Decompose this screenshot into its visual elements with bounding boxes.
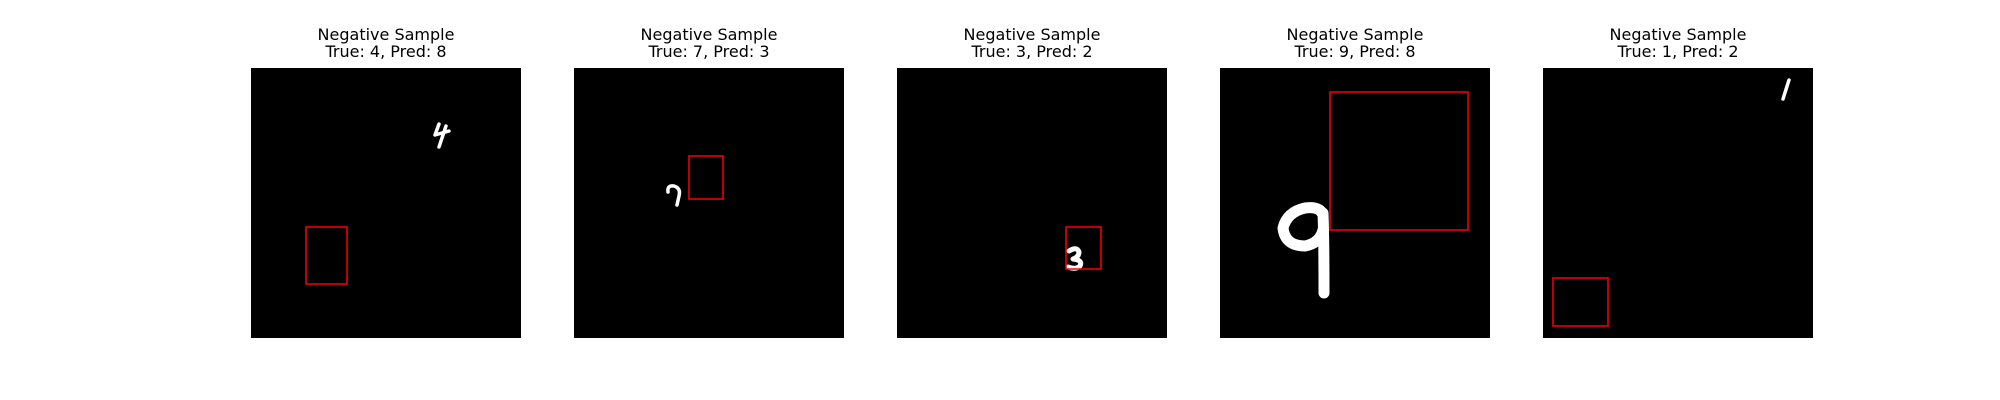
- panel-title-line: Negative Sample: [963, 25, 1101, 44]
- sample-image: [1543, 68, 1813, 338]
- detection-box: [1065, 226, 1102, 270]
- handwritten-9-icon: [1277, 202, 1330, 299]
- sample-image: [897, 68, 1167, 338]
- panel-title-line: Negative Sample: [1609, 25, 1747, 44]
- detection-box: [305, 226, 348, 285]
- sample-image: [251, 68, 521, 338]
- handwritten-3-icon: [1065, 246, 1084, 271]
- sample-panel-4: Negative Sample True: 9, Pred: 8: [1220, 26, 1490, 340]
- detection-box: [1329, 91, 1469, 231]
- handwritten-7-icon: [666, 184, 682, 207]
- panel-title-line: Negative Sample: [640, 25, 778, 44]
- panel-subtitle-line: True: 1, Pred: 2: [1617, 42, 1739, 61]
- panel-subtitle-line: True: 7, Pred: 3: [648, 42, 770, 61]
- panel-title-line: Negative Sample: [317, 25, 455, 44]
- sample-panel-3: Negative Sample True: 3, Pred: 2: [897, 26, 1167, 340]
- panel-subtitle-line: True: 3, Pred: 2: [971, 42, 1093, 61]
- sample-image: [1220, 68, 1490, 338]
- detection-box: [688, 155, 724, 200]
- sample-image: [574, 68, 844, 338]
- sample-panel-5: Negative Sample True: 1, Pred: 2: [1543, 26, 1813, 340]
- panel-title: Negative Sample True: 7, Pred: 3: [544, 26, 874, 60]
- panel-subtitle-line: True: 4, Pred: 8: [325, 42, 447, 61]
- panel-subtitle-line: True: 9, Pred: 8: [1294, 42, 1416, 61]
- sample-panel-1: Negative Sample True: 4, Pred: 8: [251, 26, 521, 340]
- panel-title: Negative Sample True: 3, Pred: 2: [867, 26, 1197, 60]
- panel-title: Negative Sample True: 4, Pred: 8: [221, 26, 551, 60]
- panel-title-line: Negative Sample: [1286, 25, 1424, 44]
- panel-title: Negative Sample True: 1, Pred: 2: [1513, 26, 1843, 60]
- sample-panel-2: Negative Sample True: 7, Pred: 3: [574, 26, 844, 340]
- handwritten-1-icon: [1781, 78, 1791, 101]
- panel-title: Negative Sample True: 9, Pred: 8: [1190, 26, 1520, 60]
- handwritten-4-icon: [433, 122, 451, 149]
- detection-box: [1552, 277, 1609, 327]
